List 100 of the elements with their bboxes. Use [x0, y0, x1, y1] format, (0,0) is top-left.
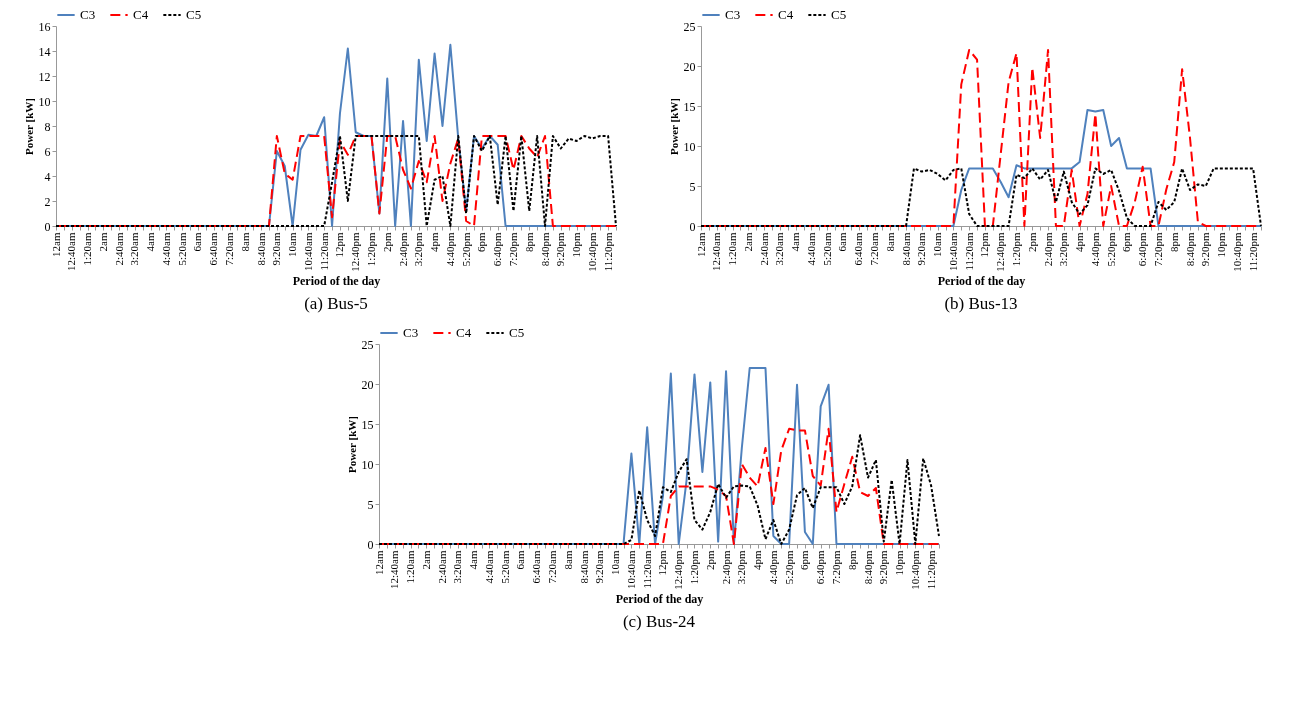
x-tick-label: 9:20am — [592, 550, 605, 584]
x-tick-label: 7:20pm — [829, 550, 842, 585]
x-tick-label: 4pm — [1072, 232, 1085, 253]
y-tick-label: 20 — [361, 377, 373, 392]
x-tick-label: 6:40am — [207, 232, 220, 266]
x-tick-label: 5:20am — [498, 550, 511, 584]
x-tick-label: 8pm — [522, 232, 535, 253]
x-tick-label: 7:20am — [223, 232, 236, 266]
x-tick-label: 8pm — [845, 550, 858, 571]
x-tick-label: 5:20pm — [1104, 232, 1117, 267]
x-tick-label: 4:40pm — [444, 232, 457, 267]
x-tick-label: 2am — [97, 232, 110, 252]
x-tick-label: 6pm — [1120, 232, 1133, 253]
x-tick-label: 11:20am — [317, 232, 330, 271]
x-tick-label: 7:20am — [867, 232, 880, 266]
x-tick-label: 10pm — [1214, 232, 1227, 258]
x-tick-label: 4:40pm — [1088, 232, 1101, 267]
y-tick-label: 25 — [361, 337, 373, 352]
x-tick-label: 7:20pm — [1151, 232, 1164, 267]
x-tick-label: 4am — [788, 232, 801, 252]
x-axis-title: Period of the day — [937, 273, 1026, 288]
x-tick-label: 11:20pm — [1246, 232, 1259, 272]
x-tick-label: 10:40pm — [908, 550, 921, 590]
x-tick-label: 12am — [49, 232, 62, 257]
legend-label: C3 — [80, 7, 96, 22]
x-tick-label: 6am — [191, 232, 204, 252]
y-tick-label: 14 — [38, 44, 51, 59]
x-tick-label: 4:40am — [160, 232, 173, 266]
x-tick-label: 1:20am — [403, 550, 416, 584]
text: (b) Bus-13 — [944, 294, 1018, 314]
x-tick-label: 10:40pm — [1230, 232, 1243, 272]
x-tick-label: 12:40am — [710, 232, 723, 271]
x-tick-label: 8pm — [1167, 232, 1180, 253]
legend-label: C5 — [186, 7, 202, 22]
x-tick-label: 2:40pm — [1041, 232, 1054, 267]
x-tick-label: 5:20pm — [782, 550, 795, 585]
x-tick-label: 5:20am — [175, 232, 188, 266]
x-tick-label: 8:40am — [577, 550, 590, 584]
x-tick-label: 1:20am — [725, 232, 738, 266]
y-tick-label: 10 — [361, 457, 373, 472]
x-tick-label: 6pm — [475, 232, 488, 253]
x-tick-label: 2pm — [381, 232, 394, 253]
x-tick-label: 8:40pm — [538, 232, 551, 267]
x-tick-label: 2am — [741, 232, 754, 252]
x-tick-label: 1:20am — [81, 232, 94, 266]
x-tick-label: 7:20am — [545, 550, 558, 584]
x-axis-title: Period of the day — [615, 591, 703, 606]
x-tick-label: 6:40pm — [491, 232, 504, 267]
legend-label: C3 — [402, 325, 418, 340]
x-tick-label: 2:40pm — [396, 232, 409, 267]
x-axis-title: Period of the day — [292, 273, 381, 288]
x-tick-label: 11:20am — [640, 550, 653, 589]
x-tick-label: 10am — [286, 232, 299, 257]
x-tick-label: 6:40pm — [813, 550, 826, 585]
x-tick-label: 2:40am — [757, 232, 770, 266]
y-axis-title: Power [kW] — [22, 98, 35, 155]
x-tick-label: 10:40pm — [586, 232, 599, 272]
x-tick-label: 10pm — [892, 550, 905, 576]
x-tick-label: 12:40am — [65, 232, 78, 271]
x-tick-label: 3:20pm — [1057, 232, 1070, 267]
y-tick-label: 25 — [683, 19, 696, 34]
x-tick-label: 3:20am — [773, 232, 786, 266]
legend-label: C5 — [508, 325, 524, 340]
x-tick-label: 2:40pm — [719, 550, 732, 585]
y-tick-label: 8 — [44, 119, 51, 134]
y-tick-label: 10 — [683, 139, 696, 154]
text: (c) Bus-24 — [622, 612, 696, 632]
y-tick-label: 0 — [44, 219, 51, 234]
x-tick-label: 1:20pm — [365, 232, 378, 267]
legend-label: C3 — [724, 7, 740, 22]
x-tick-label: 10:40am — [302, 232, 315, 271]
x-tick-label: 7:20pm — [507, 232, 520, 267]
x-tick-label: 2am — [419, 550, 432, 570]
x-tick-label: 10:40am — [624, 550, 637, 589]
y-tick-label: 5 — [367, 497, 373, 512]
x-tick-label: 6:40am — [852, 232, 864, 266]
y-tick-label: 15 — [683, 99, 696, 114]
x-tick-label: 12am — [694, 232, 707, 257]
x-tick-label: 5:20pm — [459, 232, 472, 267]
x-tick-label: 8am — [239, 232, 252, 252]
x-tick-label: 12:40pm — [349, 232, 362, 272]
x-tick-label: 3:20pm — [734, 550, 747, 585]
x-tick-label: 6:40pm — [1135, 232, 1148, 267]
x-tick-label: 9:20pm — [876, 550, 889, 585]
x-tick-label: 8:40am — [899, 232, 912, 266]
y-tick-label: 2 — [44, 194, 51, 209]
x-tick-label: 2:40am — [435, 550, 448, 584]
x-tick-label: 10:40am — [946, 232, 959, 271]
x-tick-label: 8:40pm — [861, 550, 874, 585]
x-tick-label: 12am — [372, 550, 384, 575]
x-tick-label: 2pm — [1025, 232, 1038, 253]
y-tick-label: 6 — [44, 144, 51, 159]
x-tick-label: 8am — [561, 550, 574, 570]
x-tick-label: 2pm — [703, 550, 716, 571]
x-tick-label: 11:20pm — [924, 550, 937, 590]
x-tick-label: 8am — [883, 232, 896, 252]
x-tick-label: 4am — [466, 550, 479, 570]
text: (a) Bus-5 — [304, 294, 369, 314]
x-tick-label: 6am — [513, 550, 526, 570]
x-tick-label: 9:20pm — [1199, 232, 1212, 267]
